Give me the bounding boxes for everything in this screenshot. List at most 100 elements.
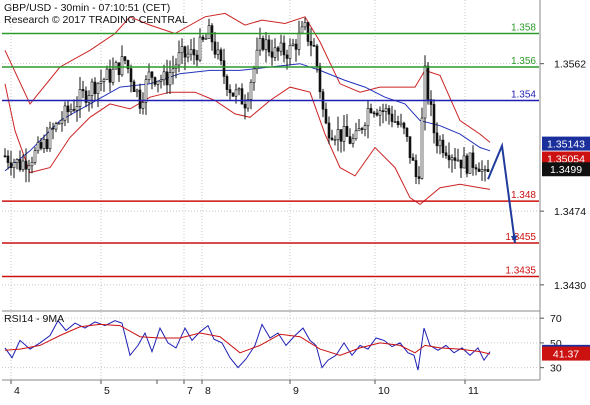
candle-body: [129, 68, 133, 83]
candle-body: [225, 76, 229, 90]
candle-body: [387, 108, 391, 115]
candle-body: [132, 81, 136, 93]
price-tick-label: 1.3430: [554, 280, 586, 292]
candle-body: [102, 79, 106, 82]
candle-body: [156, 80, 160, 85]
candle-body: [222, 60, 226, 77]
rsi-tick-label: 50: [550, 338, 562, 350]
rsi-series-RSI14: [4, 319, 491, 371]
candle-body: [51, 127, 55, 130]
candle-body: [204, 37, 208, 40]
header-line1: GBP/USD - 30min - 07:10:51 (CET): [4, 2, 170, 14]
candle-body: [189, 49, 193, 55]
candle-body: [354, 130, 358, 140]
candle-body: [282, 42, 286, 56]
candle-body: [375, 112, 379, 116]
candle-body: [27, 165, 31, 170]
rsi-title: RSI14 - 9MA: [4, 313, 64, 325]
candle-body: [57, 122, 61, 125]
candle-body: [192, 49, 196, 56]
candle-body: [177, 52, 181, 66]
candle-body: [348, 136, 352, 144]
candle-body: [399, 122, 403, 126]
candle-body: [381, 110, 385, 112]
candle-body: [420, 117, 424, 179]
price-tag-bg: [542, 151, 590, 166]
candle-body: [186, 53, 190, 58]
candle-body: [429, 99, 433, 105]
bollinger-upper: [4, 12, 491, 143]
candle-body: [426, 65, 430, 100]
candle-body: [306, 22, 310, 42]
candle-body: [69, 109, 73, 113]
candle-body: [15, 159, 19, 163]
candle-body: [42, 139, 46, 149]
candle-body: [153, 77, 157, 85]
candle-body: [462, 155, 466, 169]
candle-body: [48, 127, 52, 150]
candle-body: [288, 45, 292, 59]
candle-body: [366, 108, 370, 127]
candle-body: [39, 142, 43, 149]
candle-body: [453, 157, 457, 161]
price-tag-bg: [542, 162, 590, 177]
candle-body: [183, 46, 187, 58]
candle-body: [150, 71, 154, 78]
projection-arrow-line: [487, 142, 516, 244]
candle-body: [243, 103, 247, 109]
candle-body: [432, 104, 436, 134]
candle-body: [108, 68, 112, 83]
candle-body: [360, 128, 364, 130]
level-label-1.356: 1.356: [511, 56, 536, 67]
axis-layer: 1.35621.34741.34301.351431.350541.349970…: [2, 0, 590, 397]
candle-body: [99, 81, 103, 84]
candle-body: [90, 81, 94, 96]
rsi-layer: [4, 319, 491, 371]
candle-body: [30, 162, 34, 167]
candle-body: [324, 108, 328, 124]
candle-body: [24, 160, 28, 170]
candle-body: [171, 68, 175, 74]
candle-body: [219, 49, 223, 62]
candle-body: [213, 41, 217, 55]
candle-body: [159, 79, 163, 82]
candle-body: [117, 62, 121, 76]
price-tag-blue: 1.35143: [547, 139, 585, 151]
time-tick-label: 4: [14, 385, 20, 397]
moving-average-line: [4, 63, 491, 172]
candle-body: [441, 139, 445, 154]
projection-layer: [487, 142, 518, 244]
candle-body: [363, 125, 367, 130]
candle-body: [240, 88, 244, 105]
candle-body: [78, 89, 82, 107]
candle-body: [228, 89, 232, 94]
level-label-1.348: 1.348: [511, 190, 536, 201]
candle-body: [96, 83, 100, 95]
candle-body: [123, 56, 127, 61]
rsi-series-9MA: [4, 323, 491, 356]
candle-body: [54, 123, 58, 130]
candle-body: [246, 99, 250, 109]
candle-body: [414, 160, 418, 178]
candle-body: [450, 157, 454, 161]
candle-body: [255, 49, 259, 70]
candle-body: [165, 71, 169, 86]
time-tick-label: 11: [468, 385, 479, 397]
candle-body: [384, 108, 388, 112]
candle-body: [231, 92, 235, 97]
candle-body: [84, 90, 88, 103]
candle-body: [459, 159, 463, 169]
candle-body: [147, 71, 151, 80]
candle-body: [144, 79, 148, 103]
candle-body: [141, 102, 145, 109]
candle-body: [417, 176, 421, 179]
candle-body: [12, 162, 16, 168]
candle-body: [372, 112, 376, 114]
candle-body: [339, 129, 343, 142]
candle-body: [315, 45, 319, 67]
candle-body: [63, 105, 67, 121]
projection-arrow-head: [510, 235, 518, 243]
candle-body: [249, 82, 253, 100]
